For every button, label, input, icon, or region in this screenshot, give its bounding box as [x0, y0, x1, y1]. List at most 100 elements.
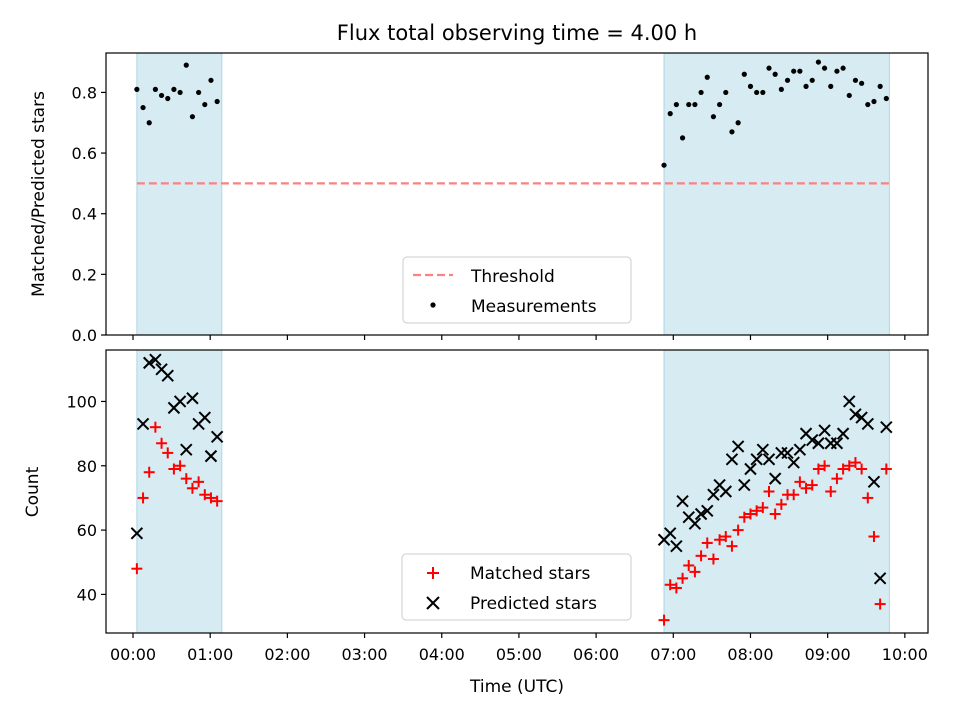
matched-star-point — [664, 579, 676, 591]
measurement-point — [766, 65, 772, 71]
x-axis-label: Time (UTC) — [469, 677, 564, 697]
legend-measurements-swatch — [430, 302, 436, 308]
legend-matched-swatch — [427, 567, 439, 579]
matched-star-point — [174, 460, 186, 472]
matched-star-point — [757, 502, 769, 514]
matched-star-point — [168, 463, 180, 475]
measurement-point — [877, 83, 883, 89]
chart-title: Flux total observing time = 4.00 h — [337, 21, 697, 45]
measurement-point — [760, 89, 766, 96]
predicted-star-point — [867, 475, 881, 489]
predicted-star-point — [719, 485, 732, 498]
y-tick-label: 0.2 — [72, 265, 97, 284]
matched-star-point — [880, 463, 892, 475]
predicted-star-point — [173, 395, 187, 408]
matched-star-point — [751, 505, 763, 517]
bottom-legend: Matched stars Predicted stars — [401, 553, 632, 621]
matched-star-point — [769, 508, 781, 520]
matched-star-point — [800, 482, 812, 494]
predicted-star-point — [210, 430, 224, 444]
predicted-star-point — [836, 427, 850, 440]
predicted-star-point — [143, 356, 156, 370]
predicted-star-point — [149, 353, 162, 366]
measurement-point — [729, 129, 735, 135]
x-tick-label: 05:00 — [496, 645, 542, 664]
legend-matched-label: Matched stars — [470, 564, 590, 584]
legend-threshold-label: Threshold — [470, 267, 555, 287]
predicted-star-point — [694, 507, 708, 521]
predicted-star-point — [756, 443, 770, 456]
axes-frame — [105, 52, 929, 336]
predicted-star-point — [812, 437, 825, 450]
measurement-point — [859, 80, 865, 86]
legend-predicted-label: Predicted stars — [470, 594, 597, 614]
measurement-point — [183, 62, 189, 68]
matched-star-point — [812, 463, 824, 475]
predicted-star-point — [880, 420, 893, 434]
matched-star-point — [862, 492, 874, 504]
predicted-star-point — [136, 417, 150, 431]
predicted-star-point — [701, 504, 714, 518]
measurement-point — [883, 95, 889, 102]
predicted-star-point — [664, 527, 677, 540]
measurement-point — [134, 86, 140, 92]
predicted-star-point — [186, 392, 199, 405]
y-tick-label: 60 — [77, 521, 97, 540]
top-y-axis-label: Matched/Predicted stars — [29, 91, 49, 297]
matched-star-point — [775, 498, 787, 510]
measurement-point — [797, 68, 803, 74]
matched-star-point — [689, 566, 701, 578]
measurement-point — [828, 83, 834, 89]
measurement-point — [723, 89, 729, 96]
matched-star-point — [720, 531, 732, 543]
matched-star-point — [131, 563, 143, 575]
measurement-point — [803, 83, 809, 89]
matched-star-point — [701, 537, 713, 549]
matched-star-point — [211, 495, 223, 507]
measurement-point — [165, 95, 171, 102]
y-tick-label: 40 — [77, 585, 97, 604]
matched-star-point — [856, 463, 868, 475]
predicted-star-point — [738, 478, 751, 492]
matched-star-point — [180, 473, 192, 485]
predicted-star-point — [843, 395, 856, 408]
matched-star-point — [738, 511, 750, 523]
matched-star-point — [137, 492, 149, 504]
measurement-point — [717, 101, 723, 108]
matched-star-point — [162, 447, 174, 459]
x-tick-label: 07:00 — [650, 645, 696, 664]
predicted-star-point — [806, 433, 819, 447]
matched-star-point — [837, 463, 849, 475]
matched-star-point — [677, 572, 689, 584]
matched-star-point — [205, 492, 217, 504]
x-tick-label: 10:00 — [882, 645, 928, 664]
matched-star-point — [732, 524, 744, 536]
measurement-point — [667, 111, 673, 117]
measurement-point — [673, 101, 679, 108]
measurement-point — [692, 101, 698, 108]
matched-star-point — [849, 457, 861, 469]
predicted-star-point — [849, 408, 862, 421]
matched-star-point — [683, 559, 695, 571]
matched-star-point — [868, 531, 880, 543]
y-tick-label: 0.4 — [72, 205, 97, 224]
y-tick-label: 0.0 — [72, 326, 97, 345]
measurement-point — [189, 114, 196, 120]
measurement-point — [747, 83, 754, 89]
predicted-star-point — [204, 449, 218, 463]
matched-star-point — [695, 550, 707, 562]
predicted-star-point — [725, 453, 739, 466]
measurement-point — [754, 89, 760, 96]
measurement-point — [661, 162, 667, 168]
measurement-point — [698, 89, 704, 96]
predicted-star-point — [688, 517, 702, 530]
predicted-star-point — [198, 411, 212, 424]
x-tick-label: 02:00 — [264, 645, 310, 664]
measurement-point — [710, 114, 717, 120]
predicted-star-point — [787, 456, 800, 469]
matched-star-point — [726, 540, 738, 552]
measurement-point — [778, 86, 784, 92]
matched-star-point — [763, 486, 775, 497]
matched-star-point — [658, 614, 670, 626]
